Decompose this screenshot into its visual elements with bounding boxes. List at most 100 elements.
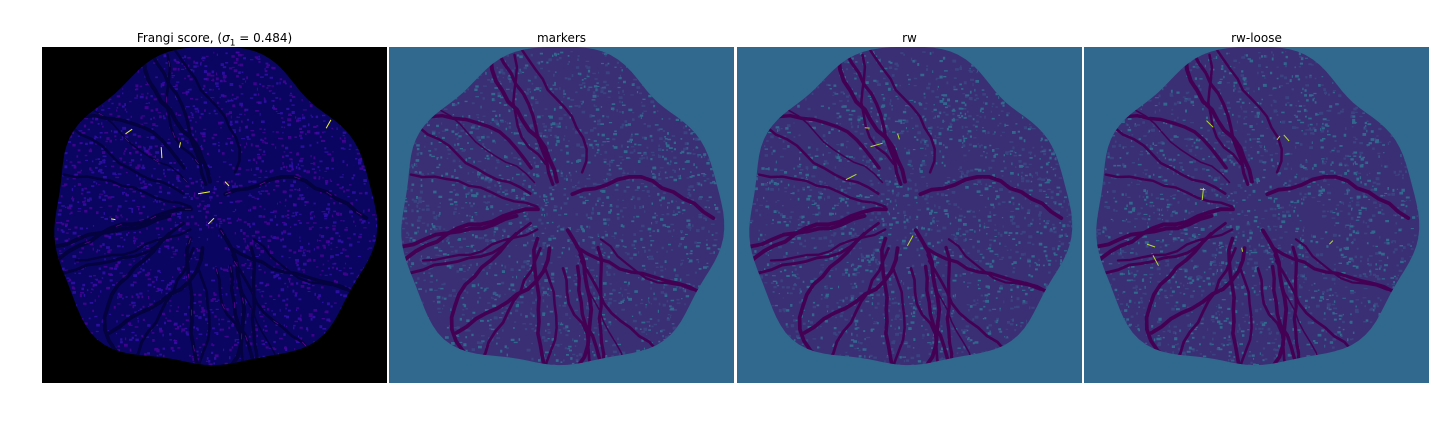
texture-layer bbox=[1096, 47, 1420, 366]
vessel bbox=[887, 268, 906, 366]
vessel bbox=[449, 232, 518, 361]
highlight-segment bbox=[1146, 243, 1156, 248]
vessel bbox=[1246, 228, 1289, 366]
vessel bbox=[578, 254, 626, 366]
vessel bbox=[880, 236, 916, 366]
vessel bbox=[401, 213, 519, 300]
vessel bbox=[165, 53, 200, 166]
highlight-segment bbox=[1199, 188, 1206, 191]
vessel bbox=[1227, 236, 1263, 366]
vessel bbox=[1215, 48, 1283, 174]
texture-layer bbox=[54, 47, 378, 366]
highlight-segment bbox=[224, 181, 230, 187]
highlight-segment bbox=[1206, 120, 1214, 128]
vessel-response bbox=[78, 90, 188, 183]
vessel bbox=[1265, 174, 1411, 221]
vessel-response bbox=[233, 261, 329, 366]
vessel bbox=[496, 51, 555, 186]
vessel bbox=[899, 228, 942, 366]
fundus-region bbox=[401, 47, 725, 366]
speckle-texture bbox=[54, 51, 378, 366]
fundus-region bbox=[749, 47, 1073, 366]
vessel bbox=[596, 245, 607, 366]
speckle-texture bbox=[54, 51, 378, 366]
vessel bbox=[832, 47, 907, 184]
vessel bbox=[1191, 51, 1250, 186]
highlight-segment bbox=[325, 119, 332, 129]
vessel bbox=[401, 207, 540, 308]
vessel bbox=[551, 228, 594, 366]
markers-image bbox=[389, 47, 734, 383]
vessel bbox=[454, 246, 552, 335]
panel-title: rw-loose bbox=[1231, 31, 1282, 45]
vessel bbox=[74, 228, 192, 262]
highlight-segment bbox=[178, 142, 181, 148]
vessel bbox=[137, 47, 212, 184]
vessel bbox=[818, 246, 890, 366]
vessel bbox=[868, 48, 936, 174]
markers-panel: markers bbox=[389, 29, 734, 383]
vessel bbox=[401, 79, 533, 170]
highlight-segment bbox=[1329, 240, 1334, 245]
highlight-segment bbox=[198, 191, 210, 195]
panel-title: Frangi score, (σ1 = 0.484) bbox=[136, 31, 293, 49]
vessel bbox=[923, 264, 957, 366]
vessel bbox=[944, 245, 955, 366]
vessel bbox=[192, 268, 211, 366]
highlight-segment bbox=[1276, 135, 1281, 141]
vessel bbox=[54, 207, 193, 308]
vessel bbox=[769, 228, 887, 262]
vessel bbox=[149, 51, 208, 186]
rw-loose-segmentation-image bbox=[1084, 47, 1429, 383]
vessel bbox=[926, 254, 974, 366]
highlight-segment bbox=[125, 128, 133, 135]
vessel bbox=[749, 79, 881, 170]
vessel bbox=[1207, 53, 1242, 166]
fundus-region bbox=[1096, 47, 1420, 366]
vessel bbox=[173, 48, 241, 174]
vessel bbox=[1096, 213, 1214, 300]
vessel bbox=[844, 51, 903, 186]
vessel bbox=[757, 173, 887, 208]
rw-panel: rw bbox=[737, 29, 1082, 383]
frangi-panel: Frangi score, (σ1 = 0.484) bbox=[42, 29, 387, 383]
highlight-segment bbox=[897, 133, 900, 140]
vessel bbox=[204, 228, 247, 366]
vessel bbox=[802, 246, 900, 335]
vessel bbox=[1104, 173, 1234, 208]
vessel bbox=[512, 53, 547, 166]
highlight-segment bbox=[845, 173, 857, 181]
vessel bbox=[123, 246, 195, 366]
vessel bbox=[575, 264, 609, 366]
vessel bbox=[1096, 79, 1228, 170]
vessel bbox=[231, 254, 279, 366]
vessel bbox=[62, 173, 192, 208]
vessel bbox=[539, 268, 558, 366]
vessel bbox=[1291, 245, 1302, 366]
vessel bbox=[520, 48, 588, 174]
highlight-segment bbox=[207, 217, 215, 225]
panel-title: rw bbox=[902, 31, 917, 45]
vessel bbox=[102, 232, 171, 361]
vessel bbox=[54, 79, 186, 170]
vessel bbox=[1273, 254, 1321, 366]
panel-title: markers bbox=[536, 31, 587, 45]
vessel bbox=[532, 236, 568, 366]
vessel bbox=[1116, 228, 1234, 262]
vessel bbox=[421, 228, 539, 262]
fundus-region bbox=[54, 47, 378, 366]
vessel bbox=[185, 236, 221, 366]
vessel bbox=[1149, 246, 1247, 335]
vessel bbox=[409, 173, 539, 208]
speckle-texture bbox=[1096, 51, 1420, 366]
vessel bbox=[1179, 47, 1254, 184]
vessel bbox=[484, 47, 559, 184]
vessel bbox=[470, 246, 542, 366]
highlight-segment bbox=[160, 147, 163, 159]
vessel bbox=[223, 174, 369, 221]
speckle-texture bbox=[749, 51, 1073, 366]
vessel bbox=[1144, 232, 1213, 361]
vessel bbox=[1234, 268, 1253, 366]
vessel bbox=[107, 246, 205, 335]
vessel bbox=[1270, 264, 1304, 366]
